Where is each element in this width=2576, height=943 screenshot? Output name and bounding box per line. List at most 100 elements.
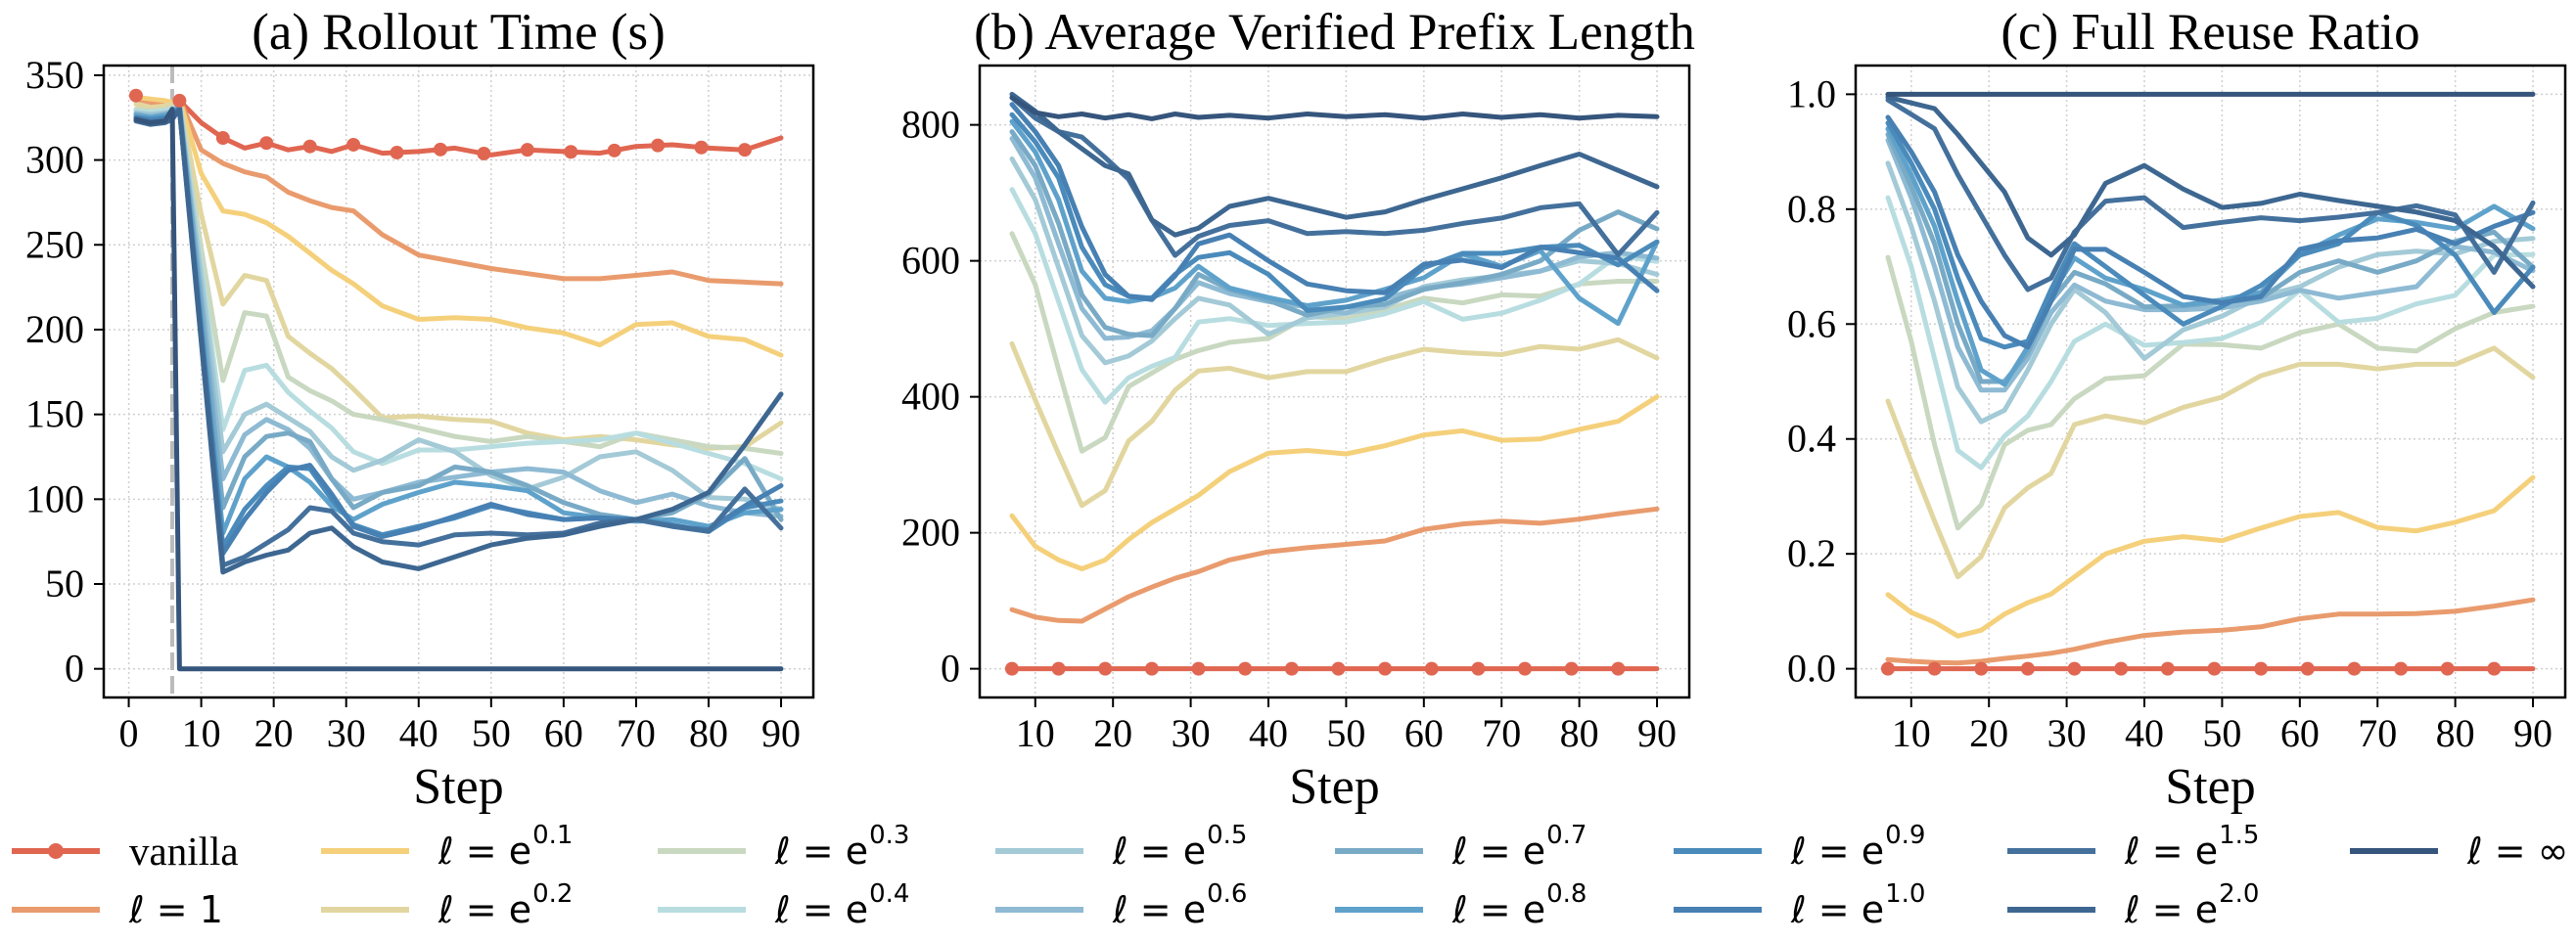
data-marker	[215, 131, 230, 146]
series-line-e01	[133, 94, 784, 358]
markers-vanilla	[1004, 661, 1626, 676]
series-line-l1	[1009, 506, 1660, 624]
x-tick-label: 30	[1172, 711, 1211, 755]
series-group	[1009, 91, 1660, 672]
series-line-e04	[1009, 187, 1660, 405]
data-marker	[2440, 661, 2455, 676]
data-marker	[1004, 661, 1019, 676]
data-marker	[1191, 661, 1206, 676]
data-marker	[346, 137, 361, 152]
chart-title: (c) Full Reuse Ratio	[2001, 4, 2419, 61]
y-tick-label: 600	[901, 239, 960, 283]
data-marker	[2394, 661, 2409, 676]
data-marker	[1144, 661, 1159, 676]
y-tick-label: 0.2	[1787, 531, 1836, 575]
data-marker	[128, 88, 143, 103]
series-line-vanilla	[133, 93, 784, 157]
data-marker	[302, 139, 317, 154]
series-line-e07	[1009, 129, 1660, 338]
y-tick-label: 0	[65, 647, 84, 691]
series-line-l1	[133, 96, 784, 287]
y-tick-label: 0.4	[1787, 417, 1836, 461]
x-tick-label: 40	[399, 711, 438, 755]
data-marker	[2300, 661, 2315, 676]
data-marker	[1331, 661, 1346, 676]
x-tick-label: 50	[1326, 711, 1365, 755]
y-tick-label: 1.0	[1787, 71, 1836, 115]
data-marker	[1378, 661, 1393, 676]
series-line-e10	[1885, 114, 2536, 350]
series-line-e07	[1885, 132, 2536, 384]
data-marker	[2254, 661, 2269, 676]
x-tick-label: 80	[2436, 711, 2475, 755]
data-marker	[1880, 661, 1895, 676]
data-marker	[1927, 661, 1942, 676]
data-marker	[1518, 661, 1533, 676]
x-axis-label: Step	[1289, 759, 1379, 815]
x-tick-label: 10	[1892, 711, 1931, 755]
x-tick-label: 90	[2513, 711, 2553, 755]
data-marker	[390, 145, 404, 159]
x-tick-label: 20	[1969, 711, 2008, 755]
y-tick-label: 200	[25, 307, 84, 351]
x-tick-label: 50	[2202, 711, 2241, 755]
series-line-e10	[1009, 102, 1660, 302]
y-tick-label: 300	[25, 138, 84, 182]
chart-title: (b) Average Verified Prefix Length	[974, 4, 1695, 61]
series-line-e09	[1885, 120, 2536, 350]
x-tick-label: 30	[2047, 711, 2087, 755]
data-marker	[2207, 661, 2222, 676]
data-marker	[259, 136, 274, 151]
data-marker	[477, 146, 491, 160]
y-tick-label: 0.8	[1787, 187, 1836, 231]
x-tick-label: 90	[761, 711, 801, 755]
y-tick-label: 200	[901, 511, 960, 555]
data-marker	[1611, 661, 1626, 676]
series-line-e20	[1885, 94, 2536, 290]
series-line-e09	[1009, 112, 1660, 313]
x-tick-label: 40	[2125, 711, 2164, 755]
x-tick-label: 10	[1016, 711, 1055, 755]
x-tick-label: 70	[2358, 711, 2397, 755]
data-marker	[1284, 661, 1299, 676]
x-tick-label: 60	[544, 711, 583, 755]
grid	[1856, 66, 2565, 697]
x-tick-label: 30	[327, 711, 366, 755]
series-line-e20	[133, 107, 784, 575]
series-line-e06	[1885, 137, 2536, 393]
x-axis-label: Step	[413, 759, 503, 815]
data-marker	[694, 140, 709, 155]
x-tick-label: 70	[617, 711, 656, 755]
x-tick-label: 10	[182, 711, 221, 755]
series-line-e02	[1009, 337, 1660, 509]
series-line-e05	[1885, 160, 2536, 425]
x-tick-label: 80	[689, 711, 728, 755]
data-marker	[520, 143, 534, 157]
data-marker	[1051, 661, 1066, 676]
series-group	[1885, 91, 2536, 672]
data-marker	[1974, 661, 1989, 676]
series-line-e01	[1885, 474, 2536, 639]
y-tick-label: 100	[25, 476, 84, 520]
axes-frame	[1854, 64, 2567, 699]
series-line-e03	[1885, 254, 2536, 531]
series-line-e01	[1009, 394, 1660, 571]
series-line-inf	[1009, 95, 1660, 121]
series-line-inf	[133, 107, 784, 672]
x-axis-label: Step	[2165, 759, 2255, 815]
y-tick-label: 800	[901, 103, 960, 147]
x-tick-label: 50	[472, 711, 511, 755]
series-line-e02	[1885, 345, 2536, 580]
data-marker	[651, 138, 666, 153]
data-marker	[564, 145, 578, 159]
y-tick-label: 250	[25, 222, 84, 266]
y-tick-label: 50	[45, 561, 84, 606]
data-marker	[2347, 661, 2362, 676]
panel-b: 10 20 30 40 50 60 70 80 90 0 200 400 600 800 (b) Avera…	[901, 4, 1695, 815]
x-tick-label: 70	[1482, 711, 1521, 755]
panel-a: 0 10 20 30 40 50 60 70 80 90 0 50 100 150 200 250 300 350…	[25, 4, 815, 815]
x-tick-label: 0	[119, 711, 139, 755]
panel-c: 10 20 30 40 50 60 70 80 90 0.0 0.2 0.4 0.6 0.8 1.0 (c) …	[1787, 4, 2567, 815]
data-marker	[2067, 661, 2082, 676]
